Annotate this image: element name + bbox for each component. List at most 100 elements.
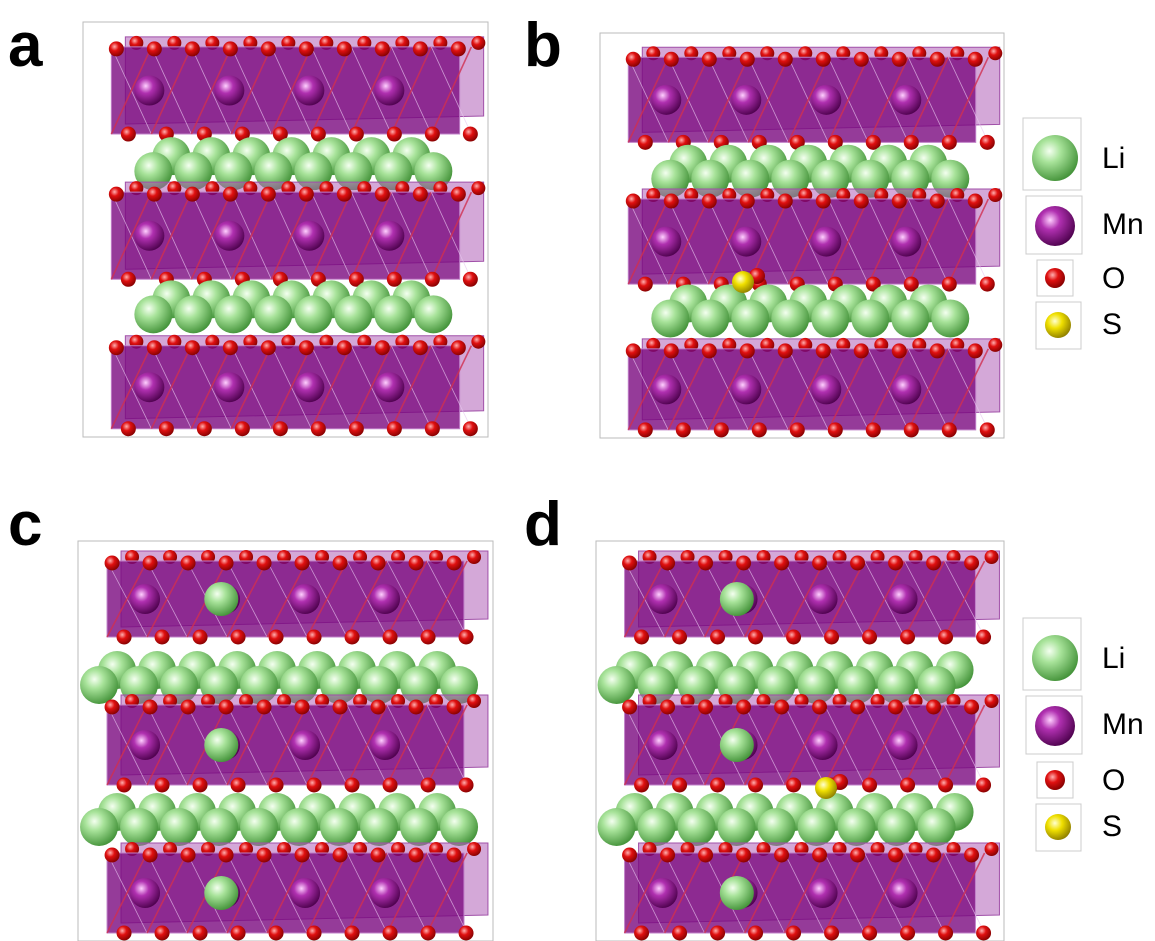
- lithium-atom: [717, 808, 756, 846]
- manganese-atom: [887, 730, 918, 760]
- octahedra: [106, 704, 465, 786]
- bond: [150, 191, 193, 280]
- bond: [390, 191, 433, 280]
- oxygen-atom: [976, 925, 992, 941]
- lithium-atom: [931, 299, 970, 338]
- lithium-atom: [414, 152, 453, 191]
- bond: [623, 704, 666, 786]
- oxygen-atom: [298, 41, 314, 57]
- oxygen-atom: [672, 925, 688, 941]
- oxygen-atom: [450, 41, 466, 57]
- oxygen-atom: [926, 555, 942, 571]
- bond: [106, 704, 148, 786]
- legend-swatch: [1045, 268, 1065, 288]
- lithium-atom: [797, 808, 836, 846]
- oxygen-atom: [408, 699, 424, 715]
- oxygen-atom: [812, 847, 828, 863]
- oxygen-atom: [824, 925, 840, 941]
- lithium-atom: [771, 159, 810, 198]
- manganese-atom: [374, 75, 405, 106]
- manganese-atom: [134, 372, 165, 403]
- bond: [707, 56, 750, 143]
- oxygen-atom: [663, 343, 679, 359]
- bond: [110, 46, 153, 135]
- lithium-atom: [204, 876, 239, 910]
- oxygen-atom: [976, 777, 992, 793]
- legend-label: S: [1102, 308, 1122, 341]
- manganese-atom: [647, 584, 678, 614]
- oxygen-atom: [938, 629, 954, 645]
- bond: [230, 345, 273, 430]
- bond: [230, 191, 273, 280]
- oxygen-atom: [348, 126, 364, 142]
- oxygen-atom: [192, 777, 208, 793]
- manganese-atom: [374, 372, 405, 403]
- oxygen-atom: [824, 629, 840, 645]
- oxygen-atom: [408, 555, 424, 571]
- oxygen-atom: [853, 51, 869, 67]
- oxygen-atom: [230, 777, 246, 793]
- legend-swatch: [1045, 312, 1071, 338]
- bond: [747, 348, 789, 431]
- manganese-atom: [130, 584, 161, 614]
- oxygen-atom: [370, 555, 386, 571]
- bond: [266, 560, 308, 638]
- bond: [346, 560, 388, 638]
- oxygen-atom: [272, 126, 288, 142]
- lithium-atom: [731, 159, 770, 198]
- oxygen-atom: [736, 555, 752, 571]
- oxygen-atom: [988, 337, 1003, 352]
- bond: [783, 560, 826, 638]
- oxygen-atom: [701, 343, 717, 359]
- oxygen-atom: [625, 51, 641, 67]
- oxygen-atom: [462, 271, 478, 287]
- oxygen-atom: [988, 188, 1003, 203]
- oxygen-atom: [120, 421, 136, 437]
- lithium-atom: [877, 808, 916, 846]
- oxygen-atom: [332, 847, 348, 863]
- manganese-atom: [647, 878, 678, 908]
- lithium-atom: [677, 808, 716, 846]
- bond: [190, 191, 233, 280]
- manganese-atom: [651, 84, 682, 115]
- octahedra: [106, 852, 465, 934]
- oxygen-atom: [979, 422, 995, 438]
- manganese-atom: [891, 226, 922, 257]
- oxygen-atom: [408, 847, 424, 863]
- oxygen-atom: [900, 629, 916, 645]
- oxygen-atom: [777, 193, 793, 209]
- manganese-atom: [214, 372, 245, 403]
- legend-label: Mn: [1102, 208, 1144, 241]
- manganese-atom: [214, 220, 245, 251]
- oxygen-atom: [736, 699, 752, 715]
- lithium-atom: [731, 299, 770, 338]
- oxygen-atom: [120, 271, 136, 287]
- legend-label: S: [1102, 810, 1122, 843]
- oxygen-atom: [256, 555, 272, 571]
- oxygen-atom: [467, 550, 482, 564]
- oxygen-atom: [382, 925, 398, 941]
- oxygen-atom: [701, 51, 717, 67]
- bond: [430, 191, 473, 280]
- oxygen-atom: [777, 51, 793, 67]
- oxygen-atom: [777, 343, 793, 359]
- oxygen-atom: [710, 629, 726, 645]
- oxygen-atom: [370, 699, 386, 715]
- manganese-atom: [887, 584, 918, 614]
- bond: [226, 704, 268, 786]
- oxygen-atom: [850, 555, 866, 571]
- legend-swatch: [1032, 135, 1078, 181]
- oxygen-atom: [748, 629, 764, 645]
- manganese-atom: [651, 374, 682, 405]
- manganese-atom: [130, 730, 161, 760]
- lithium-atom: [811, 299, 850, 338]
- lithium-atom: [294, 295, 333, 334]
- oxygen-atom: [622, 555, 638, 571]
- bond: [430, 46, 473, 135]
- oxygen-atom: [634, 629, 650, 645]
- oxygen-atom: [701, 193, 717, 209]
- oxygen-atom: [294, 847, 310, 863]
- bond: [907, 56, 950, 143]
- oxygen-atom: [739, 343, 755, 359]
- bond: [943, 560, 986, 638]
